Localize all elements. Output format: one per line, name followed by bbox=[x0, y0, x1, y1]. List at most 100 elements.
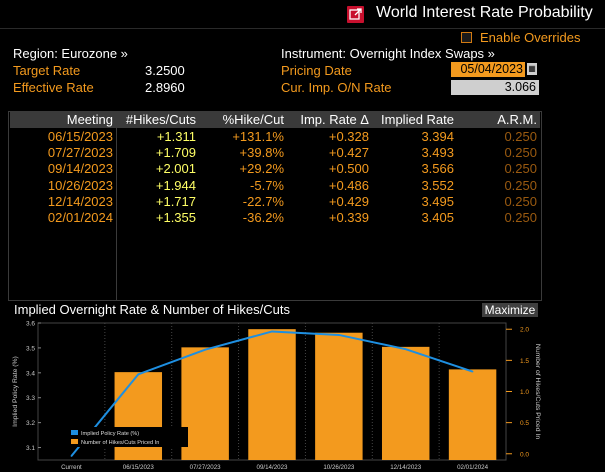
cur-imp-rate-field[interactable]: 3.066 bbox=[451, 80, 539, 95]
enable-overrides-checkbox[interactable] bbox=[461, 32, 472, 43]
probability-table bbox=[8, 111, 542, 301]
line-point bbox=[70, 455, 73, 457]
cell-meeting[interactable]: 07/27/2023 bbox=[47, 145, 113, 161]
window-title: World Interest Rate Probability bbox=[376, 4, 593, 21]
y-tick-label: 3.6 bbox=[26, 321, 35, 328]
cell-imp-rate-delta: +0.429 bbox=[328, 193, 369, 209]
chart-export-icon[interactable] bbox=[347, 6, 364, 23]
bar bbox=[315, 332, 363, 460]
effective-rate-label: Effective Rate bbox=[13, 80, 94, 95]
calendar-icon[interactable]: ▦ bbox=[527, 63, 537, 75]
cell-meeting[interactable]: 12/14/2023 bbox=[47, 193, 113, 209]
rate-chart: 3.6 3.5 3.4 3.3 3.2 3.1 2.0 1.5 1.0 0.5 0.0 Implied… bbox=[12, 321, 541, 472]
column-divider bbox=[116, 128, 117, 300]
line-point bbox=[338, 334, 340, 336]
cell-pct-hike-cut: -36.2% bbox=[242, 210, 284, 225]
y2-tick-label: 1.0 bbox=[520, 389, 529, 396]
cell-arm: 0.250 bbox=[504, 161, 537, 177]
y2-tick-label: 2.0 bbox=[520, 327, 529, 334]
y-tick-label: 3.5 bbox=[26, 345, 35, 352]
cell-pct-hike-cut: +39.8% bbox=[239, 145, 284, 161]
y2-axis-title: Number of Hikes/Cuts Priced In bbox=[534, 344, 541, 439]
table-header bbox=[10, 112, 540, 128]
line-point bbox=[471, 370, 474, 373]
instrument-selector[interactable]: Instrument: Overnight Index Swaps » bbox=[281, 46, 495, 61]
cell-pct-hike-cut: -5.7% bbox=[250, 177, 284, 193]
cell-hikes-cuts: +1.717 bbox=[155, 193, 196, 209]
enable-overrides-label[interactable]: Enable Overrides bbox=[480, 30, 581, 45]
target-rate-label: Target Rate bbox=[13, 63, 81, 78]
legend-swatch-rate bbox=[71, 430, 78, 435]
x-tick-label: 07/27/2023 bbox=[190, 464, 222, 471]
x-tick-label: 09/14/2023 bbox=[257, 464, 289, 471]
effective-rate-value: 2.8960 bbox=[145, 80, 185, 95]
bar bbox=[448, 369, 497, 460]
chart-title: Implied Overnight Rate & Number of Hikes… bbox=[14, 302, 290, 317]
y2-tick-label: 0.0 bbox=[520, 451, 529, 458]
cell-imp-rate-delta: +0.328 bbox=[328, 129, 369, 144]
header-implied-rate: Implied Rate bbox=[381, 112, 454, 127]
legend-label-rate: Implied Policy Rate (%) bbox=[81, 431, 139, 437]
maximize-button[interactable]: Maximize bbox=[482, 303, 538, 317]
bar bbox=[248, 329, 296, 460]
cell-imp-rate-delta: +0.486 bbox=[328, 177, 369, 193]
cell-pct-hike-cut: +131.1% bbox=[232, 129, 284, 144]
region-selector[interactable]: Region: Eurozone » bbox=[13, 46, 128, 61]
legend-label-hikes: Number of Hikes/Cuts Priced In bbox=[81, 440, 159, 446]
cell-arm: 0.250 bbox=[504, 193, 537, 209]
line-point bbox=[204, 348, 206, 351]
cell-arm: 0.250 bbox=[504, 145, 537, 161]
cur-imp-rate-label: Cur. Imp. O/N Rate bbox=[281, 80, 392, 95]
cell-implied-rate: 3.394 bbox=[421, 129, 454, 144]
x-tick-label: 02/01/2024 bbox=[457, 464, 489, 471]
y-tick-label: 3.2 bbox=[26, 420, 35, 427]
x-tick-label: Current bbox=[61, 464, 82, 471]
cell-hikes-cuts: +2.001 bbox=[155, 161, 196, 177]
cell-pct-hike-cut: -22.7% bbox=[242, 193, 284, 209]
pricing-date-input[interactable]: 05/04/2023 bbox=[451, 62, 525, 77]
cell-implied-rate: 3.493 bbox=[421, 145, 454, 161]
cell-imp-rate-delta: +0.500 bbox=[328, 161, 369, 177]
cell-meeting[interactable]: 06/15/2023 bbox=[47, 129, 113, 144]
legend-swatch-hikes bbox=[71, 439, 78, 444]
header-meeting: Meeting bbox=[66, 112, 113, 127]
header-arm: A.R.M. bbox=[497, 112, 537, 127]
cell-implied-rate: 3.405 bbox=[421, 210, 454, 225]
cell-hikes-cuts: +1.709 bbox=[155, 145, 196, 161]
line-point bbox=[137, 373, 140, 376]
target-rate-value: 3.2500 bbox=[145, 63, 185, 78]
cell-pct-hike-cut: +29.2% bbox=[239, 161, 284, 177]
cell-implied-rate: 3.495 bbox=[421, 193, 454, 209]
y-axis-title: Implied Policy Rate (%) bbox=[12, 356, 19, 427]
line-point bbox=[271, 330, 273, 333]
bar bbox=[181, 347, 229, 460]
legend-box bbox=[68, 427, 188, 447]
cell-meeting[interactable]: 10/26/2023 bbox=[47, 177, 113, 193]
x-tick-label: 06/15/2023 bbox=[123, 464, 155, 471]
x-tick-label: 10/26/2023 bbox=[323, 464, 355, 471]
pricing-date-label: Pricing Date bbox=[281, 63, 352, 78]
cell-hikes-cuts: +1.944 bbox=[155, 177, 196, 193]
y-tick-label: 3.1 bbox=[26, 445, 35, 452]
cell-implied-rate: 3.566 bbox=[421, 161, 454, 177]
header-imp-rate-delta: Imp. Rate Δ bbox=[300, 112, 369, 127]
y-tick-label: 3.3 bbox=[26, 395, 35, 402]
x-tick-label: 12/14/2023 bbox=[390, 464, 422, 471]
y2-tick-label: 0.5 bbox=[520, 420, 529, 427]
title-bar: World Interest Rate Probability bbox=[0, 0, 605, 29]
cell-imp-rate-delta: +0.427 bbox=[328, 145, 369, 161]
cell-meeting[interactable]: 02/01/2024 bbox=[47, 210, 113, 225]
cell-implied-rate: 3.552 bbox=[421, 177, 454, 193]
header-hikes-cuts: #Hikes/Cuts bbox=[125, 112, 196, 127]
line-point bbox=[404, 348, 407, 350]
y-tick-label: 3.4 bbox=[26, 370, 35, 377]
cell-arm: 0.250 bbox=[504, 129, 537, 144]
cell-arm: 0.250 bbox=[504, 177, 537, 193]
bar bbox=[381, 346, 430, 460]
cell-imp-rate-delta: +0.339 bbox=[328, 210, 369, 225]
cell-arm: 0.250 bbox=[504, 210, 537, 225]
cell-hikes-cuts: +1.355 bbox=[155, 210, 196, 225]
y2-tick-label: 1.5 bbox=[520, 358, 529, 365]
header-pct-hike-cut: %Hike/Cut bbox=[222, 112, 284, 127]
cell-meeting[interactable]: 09/14/2023 bbox=[47, 161, 113, 177]
